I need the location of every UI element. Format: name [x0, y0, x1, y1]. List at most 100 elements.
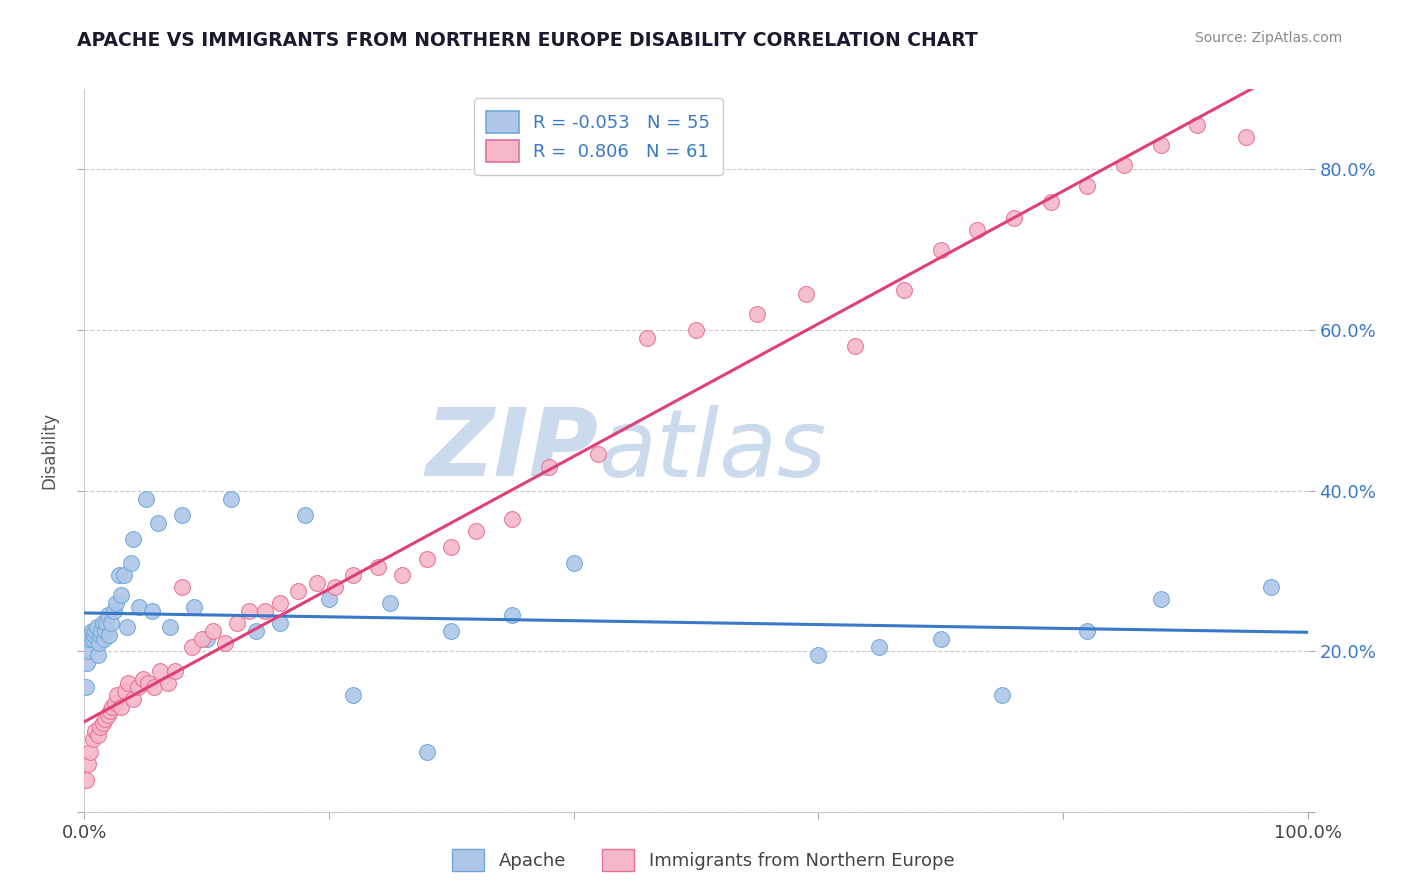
Y-axis label: Disability: Disability: [41, 412, 59, 489]
Text: atlas: atlas: [598, 405, 827, 496]
Point: [82, 632, 104, 646]
Point: [87, 728, 110, 742]
Point: [79, 628, 101, 642]
Point: [122, 532, 145, 546]
Point: [219, 491, 242, 506]
Point: [172, 580, 194, 594]
Point: [991, 689, 1014, 703]
Point: [416, 744, 439, 758]
Point: [226, 615, 249, 630]
Point: [893, 283, 915, 297]
Point: [183, 599, 205, 614]
Point: [149, 664, 172, 679]
Point: [93, 632, 115, 646]
Point: [107, 568, 129, 582]
Point: [305, 576, 328, 591]
Point: [132, 673, 155, 687]
Point: [98, 705, 121, 719]
Point: [141, 604, 163, 618]
Point: [100, 615, 122, 630]
Point: [104, 696, 127, 710]
Point: [1039, 194, 1062, 209]
Point: [538, 459, 561, 474]
Point: [77, 756, 100, 771]
Point: [163, 664, 186, 679]
Legend: R = -0.053   N = 55, R =  0.806   N = 61: R = -0.053 N = 55, R = 0.806 N = 61: [474, 98, 723, 175]
Point: [97, 708, 120, 723]
Point: [112, 568, 135, 582]
Point: [562, 556, 585, 570]
Point: [586, 447, 609, 462]
Point: [77, 644, 100, 658]
Point: [929, 243, 952, 257]
Point: [135, 491, 157, 506]
Point: [929, 632, 952, 646]
Point: [269, 596, 291, 610]
Point: [172, 508, 194, 522]
Point: [1002, 211, 1025, 225]
Point: [807, 648, 830, 662]
Point: [269, 615, 291, 630]
Point: [97, 628, 120, 642]
Point: [287, 583, 309, 598]
Point: [367, 560, 389, 574]
Point: [1076, 178, 1098, 193]
Point: [84, 624, 107, 639]
Point: [77, 632, 100, 646]
Point: [380, 596, 402, 610]
Point: [342, 689, 364, 703]
Point: [115, 620, 138, 634]
Point: [416, 551, 439, 566]
Point: [136, 676, 159, 690]
Point: [91, 716, 114, 731]
Point: [181, 640, 204, 655]
Point: [128, 599, 150, 614]
Point: [76, 657, 98, 671]
Point: [1187, 118, 1209, 132]
Point: [323, 580, 346, 594]
Point: [105, 689, 128, 703]
Point: [75, 772, 97, 787]
Point: [342, 568, 364, 582]
Point: [122, 692, 145, 706]
Point: [844, 339, 866, 353]
Point: [87, 648, 110, 662]
Point: [101, 700, 124, 714]
Point: [146, 516, 169, 530]
Point: [105, 596, 128, 610]
Point: [1076, 624, 1098, 639]
Point: [966, 222, 988, 236]
Point: [254, 604, 277, 618]
Point: [794, 286, 817, 301]
Point: [94, 712, 117, 726]
Point: [110, 700, 132, 714]
Point: [143, 680, 166, 694]
Point: [156, 676, 179, 690]
Text: APACHE VS IMMIGRANTS FROM NORTHERN EUROPE DISABILITY CORRELATION CHART: APACHE VS IMMIGRANTS FROM NORTHERN EUROP…: [77, 31, 979, 50]
Point: [75, 680, 97, 694]
Point: [440, 540, 463, 554]
Point: [440, 624, 463, 639]
Point: [1236, 130, 1258, 145]
Point: [747, 307, 769, 321]
Point: [96, 615, 118, 630]
Point: [110, 588, 132, 602]
Point: [1260, 580, 1282, 594]
Point: [114, 684, 136, 698]
Point: [464, 524, 486, 538]
Point: [318, 592, 340, 607]
Point: [89, 721, 111, 735]
Point: [1114, 158, 1136, 172]
Text: Source: ZipAtlas.com: Source: ZipAtlas.com: [1195, 31, 1343, 45]
Point: [195, 632, 218, 646]
Point: [191, 632, 214, 646]
Point: [201, 624, 224, 639]
Point: [87, 636, 110, 650]
Point: [97, 608, 120, 623]
Point: [685, 323, 707, 337]
Point: [83, 628, 105, 642]
Point: [391, 568, 413, 582]
Point: [1150, 138, 1173, 153]
Point: [117, 676, 139, 690]
Text: ZIP: ZIP: [425, 404, 598, 497]
